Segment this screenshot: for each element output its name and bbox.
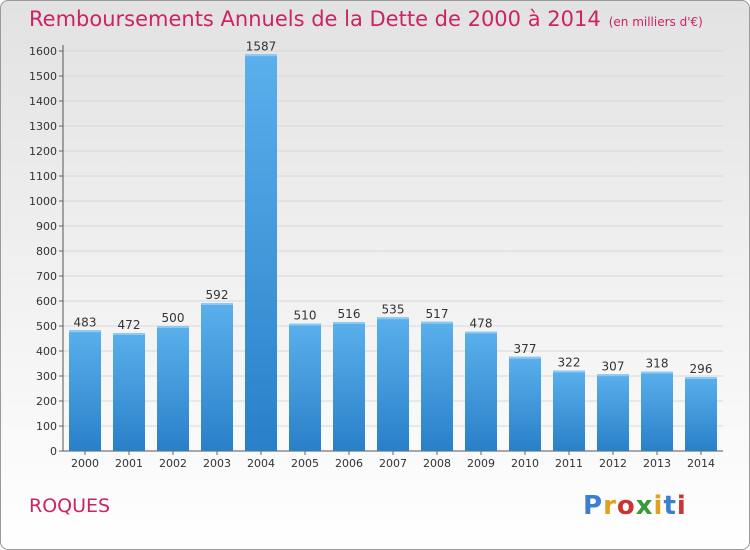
y-tick-label: 600 <box>36 295 57 308</box>
bar-top-edge-2000 <box>69 330 101 333</box>
bar-top-edge-2001 <box>113 333 145 335</box>
bar-top-edge-2003 <box>201 303 233 305</box>
x-tick-label-2008: 2008 <box>423 457 451 470</box>
bar-top-edge-2006 <box>333 322 365 324</box>
bar-2009 <box>465 331 497 451</box>
bar-2012 <box>597 374 629 451</box>
bar-top-edge-2005 <box>289 323 321 326</box>
value-label-2010: 377 <box>514 342 537 356</box>
bar-2000 <box>69 330 101 451</box>
y-tick-label: 400 <box>36 345 57 358</box>
logo-letter: i <box>676 491 687 521</box>
y-tick-label: 500 <box>36 320 57 333</box>
value-label-2013: 318 <box>646 357 669 371</box>
chart-title: Remboursements Annuels de la Dette de 20… <box>29 7 703 31</box>
bar-2002 <box>157 326 189 451</box>
x-tick-label-2005: 2005 <box>291 457 319 470</box>
x-tick-label-2009: 2009 <box>467 457 495 470</box>
x-tick-label-2000: 2000 <box>71 457 99 470</box>
y-tick-label: 300 <box>36 370 57 383</box>
logo-letter: x <box>635 491 654 521</box>
x-tick-label-2003: 2003 <box>203 457 231 470</box>
logo-letter: o <box>616 491 636 521</box>
value-label-2007: 535 <box>382 302 405 316</box>
data-labels: 483 472 500 592 1587 510 516 535 517 478 377 322 307… <box>74 39 713 376</box>
bar-top-edge-2004 <box>245 54 277 57</box>
x-tick-label-2001: 2001 <box>115 457 143 470</box>
bar-top-edge-2013 <box>641 371 673 374</box>
y-tick-label: 1600 <box>29 45 57 58</box>
x-tick-label-2014: 2014 <box>687 457 715 470</box>
y-tick-label: 1000 <box>29 195 57 208</box>
y-tick-label: 800 <box>36 245 57 258</box>
y-tick-label: 0 <box>50 445 57 458</box>
bar-2004 <box>245 54 277 451</box>
bar-top-edge-2012 <box>597 374 629 377</box>
bar-top-edge-2010 <box>509 356 541 359</box>
logo-letter: i <box>653 491 664 521</box>
value-label-2004: 1587 <box>246 39 277 53</box>
x-tick-label-2010: 2010 <box>511 457 539 470</box>
logo-letter: t <box>663 491 677 521</box>
y-tick-label: 1300 <box>29 120 57 133</box>
x-tick-label-2002: 2002 <box>159 457 187 470</box>
proxiti-logo: Proxiti <box>583 491 687 521</box>
y-tick-label: 700 <box>36 270 57 283</box>
axes: 0 100 200 300 400 500 600 700 800 900 1000 1100 1200… <box>29 45 723 470</box>
y-tick-label: 1200 <box>29 145 57 158</box>
bar-2014 <box>685 377 717 451</box>
x-tick-label-2007: 2007 <box>379 457 407 470</box>
y-tick-label: 900 <box>36 220 57 233</box>
x-tick-label-2004: 2004 <box>247 457 275 470</box>
bar-2013 <box>641 371 673 451</box>
bars <box>69 54 717 451</box>
chart-title-text: Remboursements Annuels de la Dette de 20… <box>29 7 601 31</box>
bar-top-edge-2014 <box>685 377 717 379</box>
logo-letter: r <box>603 491 617 521</box>
y-tick-label: 1500 <box>29 70 57 83</box>
y-tick-label: 1400 <box>29 95 57 108</box>
x-tick-label-2006: 2006 <box>335 457 363 470</box>
x-tick-label-2012: 2012 <box>599 457 627 470</box>
x-tick-label-2011: 2011 <box>555 457 583 470</box>
bar-2010 <box>509 356 541 451</box>
value-label-2011: 322 <box>558 356 581 370</box>
value-label-2008: 517 <box>426 307 449 321</box>
bar-2008 <box>421 321 453 451</box>
bar-top-edge-2007 <box>377 317 409 320</box>
value-label-2012: 307 <box>602 359 625 373</box>
bar-top-edge-2008 <box>421 321 453 324</box>
y-tick-label: 100 <box>36 420 57 433</box>
x-tick-label-2013: 2013 <box>643 457 671 470</box>
value-label-2009: 478 <box>470 317 493 331</box>
y-tick-label: 200 <box>36 395 57 408</box>
bar-top-edge-2009 <box>465 331 497 334</box>
commune-name: ROQUES <box>29 495 111 517</box>
value-label-2003: 592 <box>206 288 229 302</box>
value-label-2005: 510 <box>294 309 317 323</box>
value-label-2001: 472 <box>118 318 141 332</box>
value-label-2006: 516 <box>338 307 361 321</box>
bar-2005 <box>289 323 321 451</box>
logo-letter: P <box>583 491 604 521</box>
value-label-2000: 483 <box>74 315 97 329</box>
bar-2006 <box>333 322 365 451</box>
bar-top-edge-2011 <box>553 370 585 373</box>
y-tick-label: 1100 <box>29 170 57 183</box>
bar-2007 <box>377 317 409 451</box>
bar-2001 <box>113 333 145 451</box>
value-label-2014: 296 <box>690 362 713 376</box>
bar-2011 <box>553 370 585 451</box>
chart-unit-note: (en milliers d'€) <box>608 15 703 29</box>
value-label-2002: 500 <box>162 311 185 325</box>
bar-top-edge-2002 <box>157 326 189 328</box>
bar-2003 <box>201 303 233 451</box>
